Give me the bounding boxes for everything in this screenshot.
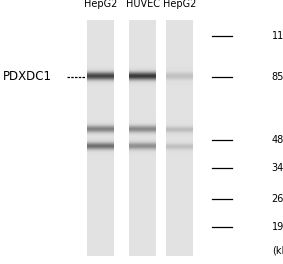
Text: 48: 48 [272, 135, 283, 145]
Text: HepG2: HepG2 [84, 0, 117, 9]
Text: HepG2: HepG2 [163, 0, 196, 9]
Text: 34: 34 [272, 163, 283, 173]
Text: 19: 19 [272, 221, 283, 232]
Text: 117: 117 [272, 31, 283, 41]
Bar [87, 20, 114, 256]
Text: 26: 26 [272, 194, 283, 204]
Text: 85: 85 [272, 72, 283, 82]
Text: PDXDC1: PDXDC1 [3, 70, 52, 83]
Bar [129, 20, 156, 256]
Text: HUVEC: HUVEC [126, 0, 160, 9]
Text: (kD): (kD) [272, 246, 283, 256]
Bar [166, 20, 193, 256]
